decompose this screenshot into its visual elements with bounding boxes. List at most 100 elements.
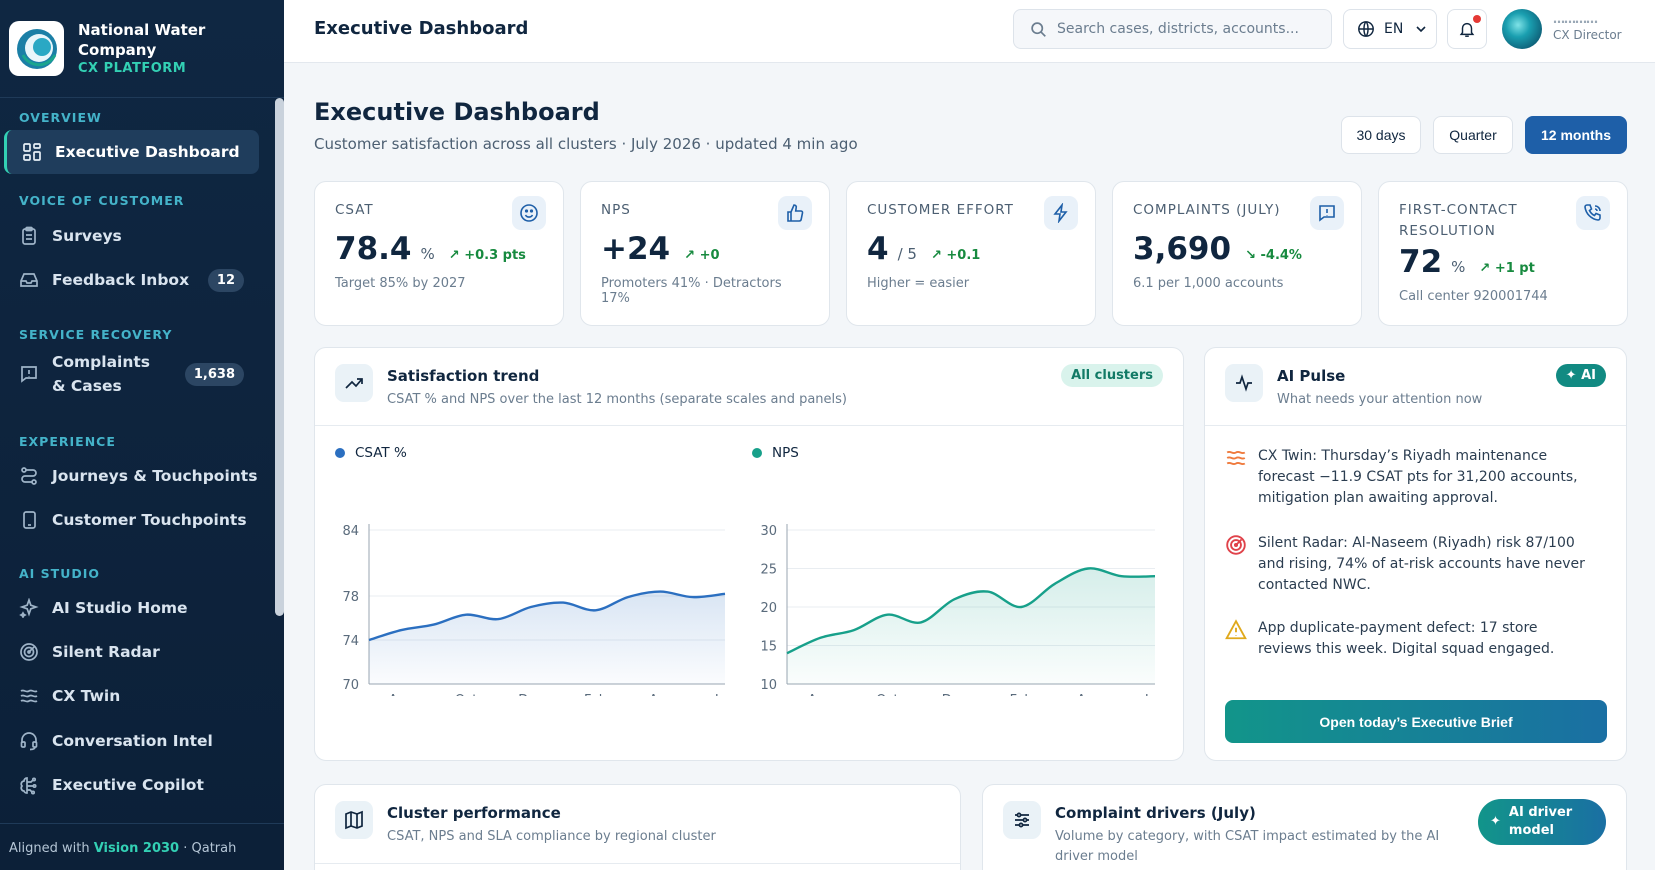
cluster-performance-card: Cluster performance CSAT, NPS and SLA co… bbox=[314, 784, 961, 870]
footer-suffix: · Qatrah bbox=[179, 841, 237, 856]
notifications-button[interactable] bbox=[1447, 9, 1487, 49]
pulse-item-silent-radar[interactable]: Silent Radar: Al-Naseem (Riyadh) risk 87… bbox=[1225, 533, 1595, 596]
x-tick-label: Jun bbox=[714, 693, 735, 696]
sidebar-item-complaints[interactable]: Complaints & Cases 1,638 bbox=[4, 348, 259, 400]
sidebar-item-label: AI Studio Home bbox=[52, 599, 188, 617]
kpi-value: +24 bbox=[601, 231, 671, 267]
page-title: Executive Dashboard bbox=[314, 98, 600, 126]
inbox-icon bbox=[20, 273, 38, 287]
pulse-item-app-defect[interactable]: App duplicate-payment defect: 17 store r… bbox=[1225, 618, 1595, 660]
search-input[interactable] bbox=[1057, 21, 1317, 37]
y-tick-label: 74 bbox=[342, 634, 359, 649]
message-alert-icon bbox=[1310, 196, 1344, 230]
sidebar-item-feedback-inbox[interactable]: Feedback Inbox 12 bbox=[4, 258, 259, 302]
kpi-note: Call center 920001744 bbox=[1399, 289, 1548, 304]
user-info[interactable]: ………… CX Director bbox=[1553, 11, 1622, 43]
range-12-months[interactable]: 12 months bbox=[1525, 116, 1627, 154]
y-tick-label: 20 bbox=[760, 601, 777, 616]
card-title: AI Pulse bbox=[1277, 367, 1346, 385]
kpi-note: 6.1 per 1,000 accounts bbox=[1133, 276, 1284, 291]
complaint-drivers-card: Complaint drivers (July) Volume by categ… bbox=[982, 784, 1627, 870]
footer-vision: Vision 2030 bbox=[93, 841, 180, 856]
card-title: Complaint drivers (July) bbox=[1055, 804, 1256, 822]
arrow-up-right-icon: ↗ bbox=[448, 248, 460, 263]
kpi-value: 4 bbox=[867, 231, 889, 267]
sparkles-icon: ✦ bbox=[1490, 814, 1501, 829]
y-tick-label: 25 bbox=[760, 563, 777, 578]
ai-driver-model-label: AI driver model bbox=[1508, 805, 1573, 838]
radar-icon bbox=[1226, 535, 1246, 555]
scroll-thumb[interactable] bbox=[275, 98, 284, 616]
kpi-card-complaints: COMPLAINTS (JULY) 3,690 ↘ -4.4% 6.1 per … bbox=[1112, 181, 1362, 326]
sidebar-item-surveys[interactable]: Surveys bbox=[4, 214, 259, 258]
legend-label: NPS bbox=[772, 445, 799, 461]
kpi-delta-value: -4.4% bbox=[1260, 248, 1302, 263]
series-area bbox=[787, 568, 1155, 684]
x-tick-label: Apr bbox=[649, 693, 672, 696]
kpi-note: Target 85% by 2027 bbox=[335, 276, 466, 291]
pulse-text: CX Twin: Thursday’s Riyadh maintenance f… bbox=[1258, 448, 1578, 506]
sidebar-item-executive-copilot[interactable]: Executive Copilot bbox=[4, 763, 259, 807]
card-header: Satisfaction trend CSAT % and NPS over t… bbox=[315, 348, 1183, 426]
y-tick-label: 78 bbox=[342, 590, 359, 605]
legend-label: CSAT % bbox=[355, 445, 407, 461]
ai-driver-model-button[interactable]: ✦ AI driver model bbox=[1478, 799, 1606, 845]
section-ai-studio: AI STUDIO bbox=[19, 566, 101, 581]
notification-dot bbox=[1473, 15, 1481, 23]
kpi-label: COMPLAINTS (JULY) bbox=[1133, 202, 1281, 218]
map-icon bbox=[335, 801, 373, 839]
sidebar-item-conversation-intel[interactable]: Conversation Intel bbox=[4, 719, 259, 763]
sparkles-icon bbox=[19, 598, 39, 618]
kpi-delta: ↗ +0 bbox=[684, 248, 719, 263]
sidebar-item-customer-touchpoints[interactable]: Customer Touchpoints bbox=[4, 498, 259, 542]
range-30-days[interactable]: 30 days bbox=[1341, 116, 1421, 154]
sidebar-item-cx-twin[interactable]: CX Twin bbox=[4, 674, 259, 718]
kpi-card-customer-effort: CUSTOMER EFFORT 4 / 5 ↗ +0.1 Higher = ea… bbox=[846, 181, 1096, 326]
kpi-unit: % bbox=[420, 245, 435, 263]
sidebar-item-label: CX Twin bbox=[52, 687, 121, 705]
nps-legend: NPS bbox=[752, 445, 799, 461]
user-role: CX Director bbox=[1553, 28, 1622, 42]
thumbs-up-icon bbox=[778, 196, 812, 230]
sidebar-item-executive-dashboard[interactable]: Executive Dashboard bbox=[4, 130, 259, 174]
kpi-label: NPS bbox=[601, 202, 631, 218]
nps-chart: 30 25 20 15 10 Aug Oct Dec Feb Apr Jun bbox=[760, 524, 1165, 696]
x-tick-label: Jun bbox=[1144, 693, 1165, 696]
satisfaction-trend-card: Satisfaction trend CSAT % and NPS over t… bbox=[314, 347, 1184, 761]
kpi-delta-value: +1 pt bbox=[1494, 261, 1535, 276]
complaints-count-badge: 1,638 bbox=[184, 362, 244, 386]
dashboard-icon bbox=[23, 143, 41, 161]
card-subtitle: CSAT, NPS and SLA compliance by regional… bbox=[387, 829, 716, 844]
kpi-label: CUSTOMER EFFORT bbox=[867, 202, 1014, 218]
open-executive-brief-button[interactable]: Open today’s Executive Brief bbox=[1225, 700, 1607, 743]
sidebar-item-label: Journeys & Touchpoints bbox=[52, 467, 258, 485]
message-alert-icon bbox=[21, 366, 37, 383]
search-box[interactable] bbox=[1013, 9, 1332, 49]
user-name: ………… bbox=[1553, 12, 1598, 26]
divider bbox=[315, 863, 960, 864]
sidebar-item-journeys[interactable]: Journeys & Touchpoints bbox=[4, 454, 259, 498]
language-selector[interactable]: EN bbox=[1343, 9, 1437, 49]
pulse-item-cx-twin[interactable]: CX Twin: Thursday’s Riyadh maintenance f… bbox=[1225, 446, 1595, 509]
sidebar-item-label: Conversation Intel bbox=[52, 732, 213, 750]
avatar[interactable] bbox=[1502, 9, 1542, 49]
arrow-up-right-icon: ↗ bbox=[684, 248, 696, 263]
all-clusters-pill[interactable]: All clusters bbox=[1061, 364, 1163, 387]
kpi-delta: ↗ +0.1 bbox=[931, 248, 980, 263]
series-line bbox=[786, 567, 1156, 655]
card-title: Satisfaction trend bbox=[387, 367, 540, 385]
sidebar-item-ai-studio-home[interactable]: AI Studio Home bbox=[4, 586, 259, 630]
sliders-icon bbox=[1003, 801, 1041, 839]
sidebar-item-label: Customer Touchpoints bbox=[52, 511, 247, 529]
sidebar-item-label: Feedback Inbox bbox=[52, 271, 190, 289]
waves-icon bbox=[1226, 450, 1246, 466]
sidebar-item-label: Executive Dashboard bbox=[55, 143, 240, 161]
range-quarter[interactable]: Quarter bbox=[1433, 116, 1513, 154]
y-tick-label: 15 bbox=[760, 640, 777, 655]
x-tick-label: Oct bbox=[876, 693, 898, 696]
series-area bbox=[369, 591, 725, 684]
sidebar-item-silent-radar[interactable]: Silent Radar bbox=[4, 630, 259, 674]
warning-icon bbox=[1225, 619, 1247, 640]
sidebar-scrollbar[interactable] bbox=[274, 98, 284, 823]
sidebar-item-label: Silent Radar bbox=[52, 643, 160, 661]
